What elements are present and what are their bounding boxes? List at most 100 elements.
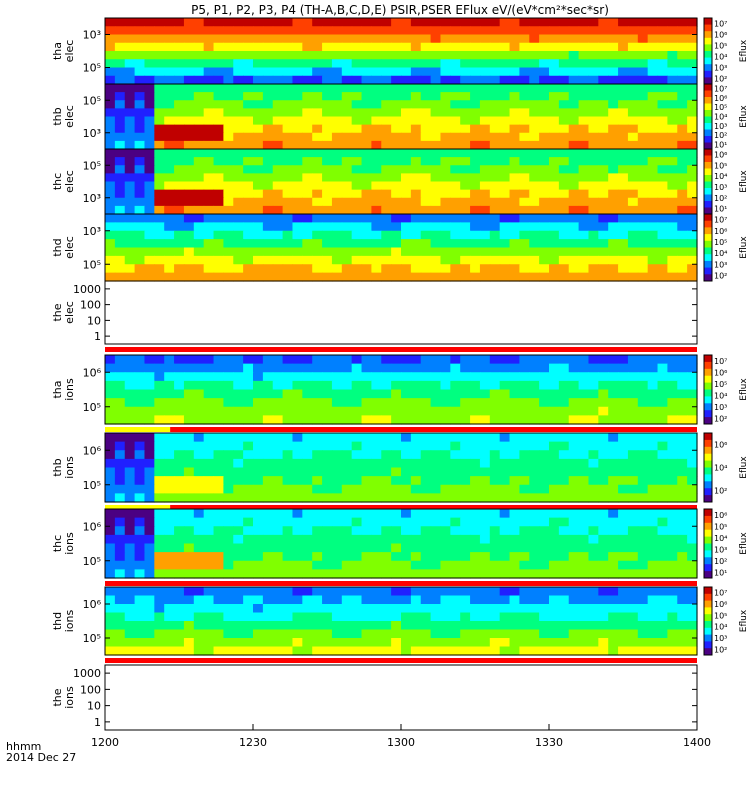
heatmap-cell [558, 272, 570, 282]
heatmap-cell [322, 552, 333, 562]
heatmap-cell [608, 484, 619, 494]
heatmap-cell [144, 157, 155, 166]
heatmap-cell [588, 646, 599, 656]
heatmap-cell [361, 441, 372, 451]
heatmap-cell [114, 484, 126, 494]
heatmap-cell [578, 205, 590, 215]
heatmap-cell [440, 476, 451, 486]
heatmap-cell [203, 149, 215, 158]
heatmap-cell [114, 363, 126, 373]
heatmap-cell [460, 526, 471, 536]
heatmap-cell [687, 380, 698, 391]
heatmap-cell [282, 621, 294, 631]
heatmap-cell [657, 84, 668, 93]
heatmap-cell [174, 165, 185, 174]
heatmap-cell [292, 509, 303, 519]
heatmap-cell [627, 415, 639, 425]
heatmap-cell [164, 42, 175, 52]
heatmap-cell [539, 255, 550, 265]
heatmap-cell [164, 406, 175, 416]
heatmap-cell [578, 132, 590, 142]
heatmap-cell [687, 543, 698, 553]
heatmap-cell [608, 595, 619, 605]
heatmap-cell [637, 604, 649, 614]
heatmap-cell [341, 569, 353, 579]
heatmap-cell [331, 621, 343, 631]
heatmap-cell [588, 173, 599, 183]
y-tick-label: 10⁵ [83, 555, 101, 568]
heatmap-cell [381, 380, 392, 391]
heatmap-cell [440, 543, 451, 553]
heatmap-cell [509, 450, 520, 460]
heatmap-cell [539, 638, 550, 648]
colorbar-tick-label: 10⁵ [714, 611, 727, 620]
heatmap-cell [450, 458, 461, 469]
heatmap-cell [539, 26, 550, 36]
heatmap-cell [489, 189, 501, 199]
heatmap-cell [470, 140, 481, 150]
heatmap-cell [677, 205, 688, 215]
heatmap-cell [539, 372, 550, 382]
heatmap-cell [479, 380, 491, 391]
heatmap-cell [598, 51, 609, 60]
heatmap-cell [489, 108, 501, 118]
heatmap-cell [568, 59, 580, 69]
heatmap-cell [272, 116, 284, 126]
heatmap-cell [430, 612, 442, 622]
heatmap-cell [114, 149, 126, 158]
heatmap-cell [292, 26, 303, 36]
heatmap-cell [203, 621, 215, 631]
panel-label-probe: the [51, 303, 64, 321]
heatmap-cell [351, 67, 363, 77]
heatmap-cell [144, 415, 155, 425]
heatmap-cell [588, 100, 599, 109]
heatmap-cell [549, 59, 560, 69]
heatmap-cell [341, 124, 353, 134]
heatmap-cell [292, 372, 303, 382]
heatmap-cell [134, 67, 146, 77]
heatmap-cell [223, 239, 234, 249]
heatmap-cell [312, 534, 323, 545]
heatmap-cell [608, 476, 619, 486]
heatmap-cell [243, 42, 254, 52]
heatmap-cell [134, 255, 146, 265]
heatmap-cell [213, 372, 224, 382]
heatmap-cell [213, 42, 224, 52]
heatmap-cell [391, 638, 402, 648]
heatmap-cell [598, 484, 609, 494]
heatmap-cell [331, 493, 343, 503]
heatmap-cell [509, 140, 520, 150]
heatmap-cell [243, 406, 254, 416]
heatmap-cell [272, 197, 284, 207]
heatmap-cell [223, 75, 234, 85]
heatmap-cell [687, 476, 698, 486]
heatmap-cell [203, 389, 215, 399]
colorbar-segment [704, 129, 712, 137]
heatmap-cell [401, 51, 412, 60]
heatmap-cell [312, 587, 323, 597]
heatmap-cell [272, 433, 284, 443]
heatmap-cell [114, 108, 126, 118]
heatmap-cell [233, 264, 244, 274]
heatmap-cell [134, 124, 146, 134]
heatmap-cell [539, 149, 550, 158]
heatmap-cell [243, 100, 254, 109]
heatmap-cell [608, 604, 619, 614]
heatmap-cell [598, 92, 609, 101]
heatmap-cell [134, 108, 146, 118]
heatmap-cell [322, 239, 333, 249]
heatmap-cell [341, 612, 353, 622]
heatmap-cell [193, 51, 205, 60]
heatmap-cell [450, 450, 461, 460]
heatmap-cell [539, 569, 550, 579]
heatmap-cell [687, 560, 698, 570]
heatmap-cell [302, 165, 313, 174]
heatmap-cell [558, 406, 570, 416]
heatmap-cell [322, 18, 333, 27]
heatmap-cell [657, 476, 668, 486]
heatmap-cell [341, 26, 353, 36]
heatmap-cell [499, 272, 511, 282]
heatmap-cell [272, 181, 284, 191]
colorbar-segment [704, 168, 712, 176]
